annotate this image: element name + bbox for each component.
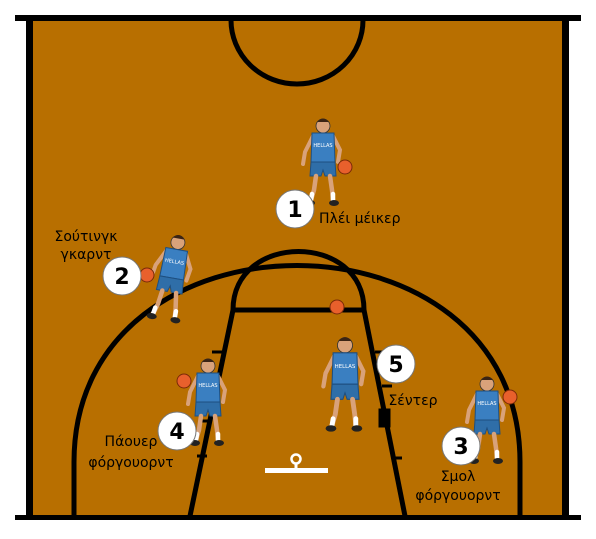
player-3-figure: HELLAS [467,377,504,465]
player-4-label-line-2: φόργουορντ [88,455,173,471]
svg-text:HELLAS: HELLAS [335,364,356,370]
player-4-label-line-1: Πάουερ [105,434,158,450]
player-5: HELLAS 5 Σέντερ [323,299,438,432]
player-1-number-badge [275,189,315,229]
free-throw-circle [230,249,367,311]
player-3-number-badge [441,426,481,466]
player-5-label: Σέντερ [388,393,437,409]
svg-text:HELLAS: HELLAS [313,143,332,149]
backboard [265,468,328,473]
rim [290,453,302,465]
player-3-label-line-1: Σμολ [441,469,476,485]
ball-icon [502,389,518,405]
player-4: HELLAS 4 Πάουερ φόργουορντ [88,359,225,471]
player-2-figure: HELLAS [144,232,196,325]
svg-text:HELLAS: HELLAS [198,383,217,389]
three-point-line [71,263,523,516]
player-3: HELLAS 3 Σμολ φόργουορντ [415,377,518,504]
ball-icon [139,267,155,283]
player-4-number: 4 [169,420,184,445]
player-2-label-line-1: Σούτινγκ [54,229,117,245]
ball-icon [337,159,353,175]
player-5-number-badge [376,344,416,384]
svg-text:HELLAS: HELLAS [477,401,496,407]
player-2-number-badge [102,256,142,296]
court-border [15,15,581,520]
player-3-number: 3 [453,435,468,460]
ball-icon [176,373,192,389]
player-2-label-line-2: γκαρντ [61,247,112,263]
ball-icon [329,299,345,315]
player-1-label: Πλέι μέικερ [319,211,401,227]
player-2-number: 2 [114,265,129,290]
player-1: HELLAS 1 Πλέι μέικερ [275,119,401,229]
player-4-figure: HELLAS [188,359,225,447]
player-2: HELLAS 2 Σούτινγκ γκαρντ [54,229,195,324]
player-4-number-badge [157,411,197,451]
player-3-label-line-2: φόργουορντ [415,488,500,504]
svg-text:HELLAS: HELLAS [164,258,184,267]
player-1-figure: HELLAS [303,119,340,207]
player-5-figure: HELLAS [323,337,363,432]
player-1-number: 1 [287,198,302,223]
player-5-number: 5 [388,353,403,378]
